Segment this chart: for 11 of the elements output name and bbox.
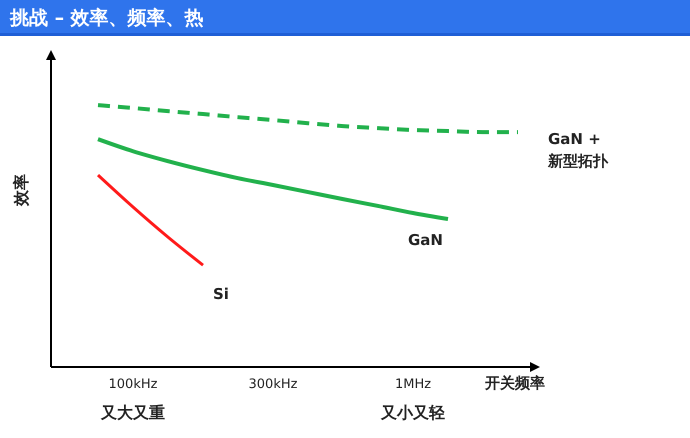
text: 又大又重 xyxy=(100,403,165,422)
x-tick-label: 300kHz xyxy=(248,377,298,392)
x-tick-label: 1MHz xyxy=(394,377,432,392)
x-tick-label: 100kHz xyxy=(108,377,158,392)
text: GaN + 新型拓扑 xyxy=(547,130,609,170)
y-axis-title: 效率 xyxy=(11,174,30,207)
series-label: GaN xyxy=(408,231,443,250)
chart-title: 挑战 – 效率、频率、热 xyxy=(0,0,690,36)
text: 又小又轻 xyxy=(380,403,445,422)
x-axis-title: 开关频率 xyxy=(484,374,545,392)
series-label: Si xyxy=(213,285,229,304)
